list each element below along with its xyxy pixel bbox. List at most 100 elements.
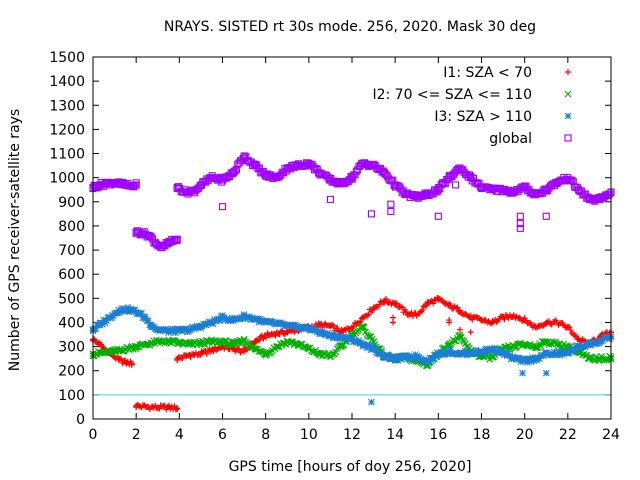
y-tick-label: 1400 [49,74,85,90]
sample-point [526,355,534,363]
sample-point [463,351,471,359]
sample-point [174,405,181,412]
outlier-point [516,224,524,232]
outlier-point [387,207,395,216]
sample-point [366,306,373,313]
sample-point [546,318,553,325]
outlier-point [218,203,227,211]
y-tick-label: 600 [58,267,85,283]
legend-label: I3: SZA > 110 [434,109,532,125]
legend-marker [564,90,572,98]
sample-point [472,346,480,354]
sample-point [179,355,186,362]
sample-point [397,303,404,310]
sample-point [566,324,573,331]
sample-point [331,333,338,341]
sample-point [116,308,124,316]
sample-point [223,315,230,322]
sample-point [173,236,181,244]
y-tick-label: 500 [58,291,85,307]
outlier-point [446,319,453,326]
sample-point [132,179,140,187]
sample-point [454,304,461,311]
sample-point [423,302,430,309]
sample-point [190,351,197,358]
sample-point [256,337,263,344]
sample-point [197,352,204,359]
x-tick-label: 0 [89,427,98,443]
sample-point [267,332,274,339]
sample-point [332,331,340,339]
x-tick-label: 12 [343,427,361,443]
sample-point [334,325,341,332]
sample-point [397,352,404,360]
sample-point [197,324,205,332]
sample-point [467,312,474,319]
sample-point [448,350,456,358]
sample-point [550,348,558,356]
legend-marker [564,134,572,142]
sample-point [123,307,131,315]
sample-point [473,313,480,320]
outlier-point [367,210,375,218]
sample-point [504,313,511,320]
sample-point [149,403,156,410]
sample-point [447,302,454,309]
legend: I1: SZA < 70 I2: 70 <= SZA <= 110 I3: SZA … [372,65,572,147]
y-tick-label: 400 [58,315,85,331]
sample-point [210,348,217,355]
sample-point [327,332,334,340]
y-tick-label: 900 [58,195,85,211]
plot-frame [92,56,612,420]
x-tick-label: 4 [175,427,184,443]
sample-point [477,316,484,323]
sample-point [172,235,180,244]
sample-point [538,337,546,345]
sample-point [317,330,325,338]
sample-point [336,335,344,343]
sample-point [420,303,427,310]
sample-point [371,345,379,353]
sample-point [447,346,454,354]
sample-point [203,350,210,357]
sample-point [584,341,592,349]
sample-point [360,323,368,331]
chart-title: NRAYS. SISTED rt 30s mode. 256, 2020. Ma… [164,19,536,35]
sample-point [391,353,399,361]
legend-marker [565,69,571,75]
legend-label: I1: SZA < 70 [443,65,532,81]
sample-point [99,320,106,328]
sample-point [501,316,508,323]
sample-point [124,304,132,311]
sample-point [453,305,460,312]
y-tick-label: 100 [58,388,85,404]
sample-point [419,307,426,314]
x-tick-label: 16 [429,427,447,443]
sample-point [432,353,440,361]
y-tick-label: 800 [58,219,85,235]
y-tick-label: 1200 [49,122,85,138]
sample-point [231,167,239,175]
sample-point [128,361,135,368]
outlier-point [519,369,526,377]
sample-point [140,313,148,320]
sample-point [528,358,535,366]
sample-point [239,314,247,322]
sample-point [568,176,576,184]
axes: 0100200300400500600700800900100011001200… [49,50,620,443]
y-tick-label: 200 [58,364,85,380]
sample-point [234,345,241,352]
sample-point [187,354,194,361]
x-tick-label: 18 [473,427,491,443]
sample-point [154,337,162,345]
outlier-point [326,195,334,203]
sample-point [246,313,253,321]
y-tick-label: 0 [76,412,85,428]
data-series [89,152,615,413]
sample-point [515,354,523,362]
sample-point [237,349,244,356]
outlier-point [467,329,474,336]
series-i3 [89,304,615,406]
